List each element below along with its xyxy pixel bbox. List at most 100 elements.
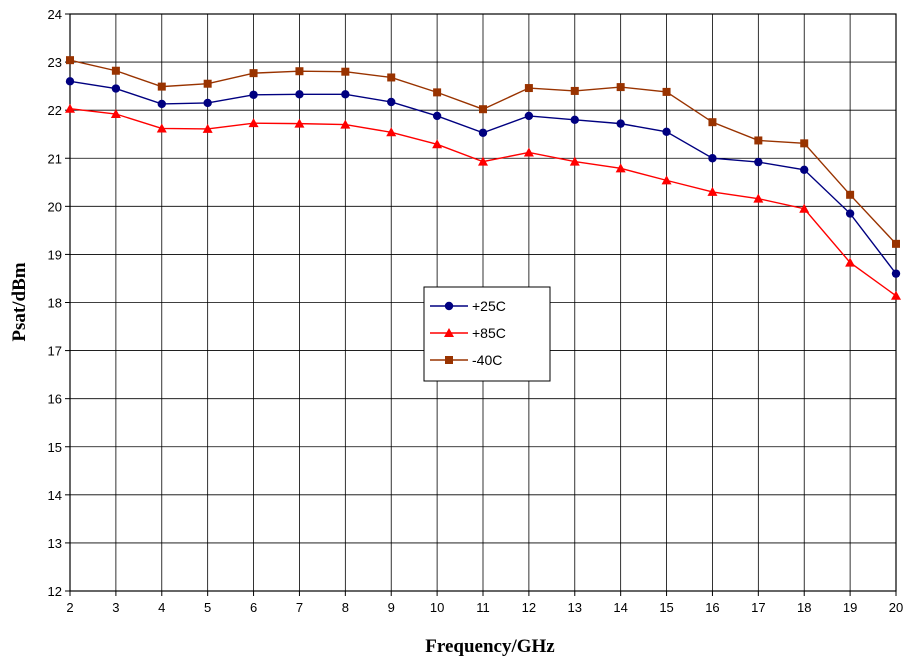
x-tick-label: 6 bbox=[250, 600, 257, 615]
x-tick-labels: 2 3 4 5 6 7 8 9 10 11 12 13 14 15 16 17 18 19 20 bbox=[66, 591, 903, 615]
series-+85C bbox=[65, 103, 901, 300]
y-tick-label: 15 bbox=[48, 440, 62, 455]
legend-item: +85C bbox=[430, 325, 506, 341]
data-point bbox=[65, 77, 75, 86]
data-point bbox=[662, 87, 671, 96]
legend-item: -40C bbox=[430, 352, 502, 368]
data-point bbox=[249, 69, 258, 78]
x-tick-label: 5 bbox=[204, 600, 211, 615]
data-point bbox=[248, 118, 259, 128]
x-tick-label: 4 bbox=[158, 600, 165, 615]
data-point bbox=[66, 56, 74, 65]
series-+25C bbox=[65, 77, 901, 278]
data-point bbox=[110, 109, 121, 119]
x-tick-label: 9 bbox=[388, 600, 395, 615]
series-layer bbox=[65, 56, 901, 300]
y-tick-label: 14 bbox=[48, 488, 62, 503]
x-tick-label: 18 bbox=[797, 600, 811, 615]
y-tick-label: 23 bbox=[48, 55, 62, 70]
data-point bbox=[523, 147, 534, 157]
data-point bbox=[846, 190, 855, 199]
data-point bbox=[432, 139, 443, 149]
data-point bbox=[799, 203, 810, 213]
legend-label: +85C bbox=[472, 325, 506, 341]
data-point bbox=[387, 97, 396, 107]
data-point bbox=[433, 88, 442, 97]
y-axis-title: Psat/dBm bbox=[9, 262, 30, 341]
data-point bbox=[892, 239, 900, 248]
data-point bbox=[157, 82, 166, 91]
data-point bbox=[616, 83, 625, 92]
data-point bbox=[845, 209, 855, 218]
data-point bbox=[294, 118, 305, 128]
x-tick-label: 11 bbox=[476, 600, 490, 615]
data-point bbox=[203, 98, 212, 108]
data-point bbox=[65, 103, 75, 113]
data-point bbox=[845, 257, 856, 267]
x-tick-label: 13 bbox=[568, 600, 582, 615]
data-point bbox=[800, 139, 809, 148]
y-tick-labels: 12 13 14 15 16 17 18 19 20 21 22 23 24 bbox=[48, 7, 70, 599]
data-point bbox=[524, 111, 534, 121]
legend-box bbox=[423, 286, 551, 382]
y-tick-label: 24 bbox=[48, 7, 62, 22]
data-point bbox=[661, 175, 672, 185]
x-tick-label: 14 bbox=[613, 600, 627, 615]
data-point bbox=[662, 127, 671, 137]
y-tick-label: 20 bbox=[48, 199, 62, 214]
data-point bbox=[754, 157, 763, 167]
data-point bbox=[708, 154, 717, 163]
data-point bbox=[754, 136, 763, 145]
data-point bbox=[753, 193, 764, 203]
legend-marker bbox=[444, 301, 454, 311]
data-point bbox=[203, 79, 212, 88]
x-tick-label: 20 bbox=[889, 600, 903, 615]
y-tick-label: 12 bbox=[48, 584, 62, 599]
y-tick-label: 22 bbox=[48, 103, 62, 118]
data-point bbox=[387, 73, 396, 82]
x-tick-label: 12 bbox=[522, 600, 536, 615]
data-point bbox=[569, 156, 580, 166]
x-tick-label: 3 bbox=[112, 600, 119, 615]
data-point bbox=[478, 128, 488, 137]
data-point bbox=[707, 186, 718, 196]
data-point bbox=[249, 90, 258, 99]
y-tick-label: 18 bbox=[48, 296, 62, 311]
data-point bbox=[891, 269, 901, 278]
data-point bbox=[157, 99, 166, 109]
legend-item: +25C bbox=[430, 298, 506, 314]
x-tick-label: 16 bbox=[705, 600, 719, 615]
x-tick-label: 15 bbox=[659, 600, 673, 615]
data-point bbox=[570, 115, 579, 124]
x-tick-label: 2 bbox=[66, 600, 73, 615]
y-tick-label: 19 bbox=[48, 247, 62, 262]
data-point bbox=[156, 123, 167, 133]
data-point bbox=[524, 84, 533, 93]
data-point bbox=[479, 105, 487, 114]
x-tick-label: 7 bbox=[296, 600, 303, 615]
legend-marker bbox=[445, 356, 453, 364]
data-point bbox=[478, 156, 488, 166]
legend-label: -40C bbox=[472, 352, 502, 368]
series--40C bbox=[66, 56, 900, 248]
y-tick-label: 13 bbox=[48, 536, 62, 551]
data-point bbox=[615, 163, 626, 173]
data-point bbox=[708, 118, 717, 127]
data-point bbox=[341, 67, 350, 76]
data-point bbox=[341, 90, 350, 99]
data-point bbox=[616, 119, 625, 128]
data-point bbox=[111, 66, 120, 75]
y-tick-label: 17 bbox=[48, 344, 62, 359]
data-point bbox=[386, 127, 397, 137]
x-tick-label: 17 bbox=[751, 600, 765, 615]
data-point bbox=[340, 119, 351, 129]
x-axis-title: Frequency/GHz bbox=[425, 636, 555, 657]
legend-label: +25C bbox=[472, 298, 506, 314]
data-point bbox=[800, 165, 809, 174]
data-point bbox=[295, 90, 304, 99]
y-tick-label: 21 bbox=[48, 151, 62, 166]
x-tick-label: 10 bbox=[430, 600, 444, 615]
x-tick-label: 19 bbox=[843, 600, 857, 615]
data-point bbox=[891, 290, 901, 300]
